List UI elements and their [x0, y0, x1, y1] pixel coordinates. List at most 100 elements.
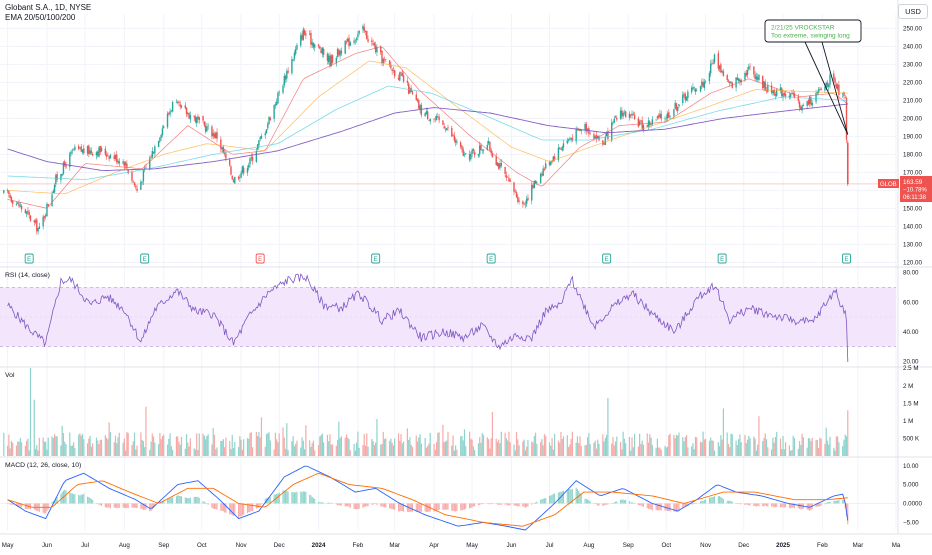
volume-bar[interactable] [98, 444, 99, 456]
candle-body[interactable] [232, 176, 233, 180]
volume-bar[interactable] [762, 441, 763, 456]
volume-bar[interactable] [843, 440, 844, 456]
volume-bar[interactable] [516, 432, 517, 456]
candle-body[interactable] [685, 94, 686, 100]
volume-bar[interactable] [341, 436, 342, 456]
candle-body[interactable] [438, 117, 439, 121]
candle-body[interactable] [426, 111, 427, 114]
candle-body[interactable] [674, 103, 675, 109]
volume-bar[interactable] [282, 427, 283, 456]
candle-body[interactable] [301, 35, 302, 40]
volume-bar[interactable] [313, 441, 314, 456]
candle-body[interactable] [400, 72, 401, 73]
candle-body[interactable] [337, 49, 338, 57]
candle-body[interactable] [383, 59, 384, 63]
candle-body[interactable] [819, 89, 820, 90]
volume-bar[interactable] [741, 442, 742, 456]
volume-bar[interactable] [543, 445, 544, 456]
volume-bar[interactable] [810, 441, 811, 456]
candle-body[interactable] [540, 174, 541, 183]
volume-bar[interactable] [296, 441, 297, 456]
candle-body[interactable] [452, 135, 453, 136]
candle-body[interactable] [394, 70, 395, 76]
candle-body[interactable] [240, 173, 241, 178]
volume-bar[interactable] [416, 436, 417, 456]
volume-bar[interactable] [634, 434, 635, 456]
candle-body[interactable] [820, 89, 821, 90]
candle-body[interactable] [136, 189, 137, 191]
volume-bar[interactable] [305, 425, 306, 456]
volume-bar[interactable] [799, 441, 800, 456]
volume-bar[interactable] [775, 437, 776, 456]
candle-body[interactable] [97, 152, 98, 156]
candle-body[interactable] [353, 41, 354, 43]
volume-bar[interactable] [400, 434, 401, 456]
volume-bar[interactable] [366, 433, 367, 456]
candle-body[interactable] [190, 115, 191, 119]
volume-bar[interactable] [444, 442, 445, 456]
volume-bar[interactable] [616, 437, 617, 456]
candle-body[interactable] [135, 186, 136, 187]
candle-body[interactable] [507, 177, 508, 178]
volume-bar[interactable] [107, 439, 108, 456]
candle-body[interactable] [28, 212, 29, 215]
volume-bar[interactable] [17, 441, 18, 456]
candle-body[interactable] [446, 128, 447, 130]
volume-bar[interactable] [455, 445, 456, 456]
volume-bar[interactable] [159, 433, 160, 456]
candle-body[interactable] [433, 119, 434, 120]
volume-bar[interactable] [43, 438, 44, 456]
volume-bar[interactable] [569, 445, 570, 456]
volume-bar[interactable] [596, 449, 597, 456]
candle-body[interactable] [356, 38, 357, 39]
volume-bar[interactable] [211, 444, 212, 456]
volume-bar[interactable] [260, 437, 261, 456]
volume-bar[interactable] [784, 449, 785, 456]
candle-body[interactable] [318, 45, 319, 47]
candle-body[interactable] [550, 161, 551, 164]
candle-body[interactable] [355, 40, 356, 41]
candle-body[interactable] [595, 136, 596, 138]
volume-bar[interactable] [277, 442, 278, 456]
volume-bar[interactable] [525, 450, 526, 456]
volume-bar[interactable] [464, 429, 465, 456]
volume-bar[interactable] [692, 443, 693, 456]
candle-body[interactable] [79, 148, 80, 149]
candle-body[interactable] [517, 197, 518, 202]
volume-bar[interactable] [456, 450, 457, 456]
earnings-marker[interactable]: E [141, 254, 149, 263]
volume-bar[interactable] [482, 433, 483, 456]
volume-bar[interactable] [367, 447, 368, 456]
candle-body[interactable] [206, 127, 207, 132]
volume-bar[interactable] [763, 438, 764, 456]
volume-bar[interactable] [145, 407, 146, 456]
volume-bar[interactable] [488, 439, 489, 456]
volume-bar[interactable] [473, 446, 474, 456]
candle-body[interactable] [205, 126, 206, 132]
volume-bar[interactable] [91, 447, 92, 456]
candle-body[interactable] [12, 201, 13, 204]
volume-bar[interactable] [667, 447, 668, 456]
candle-body[interactable] [424, 113, 425, 116]
volume-bar[interactable] [729, 447, 730, 456]
volume-bar[interactable] [27, 439, 28, 456]
volume-bar[interactable] [172, 450, 173, 456]
candle-body[interactable] [700, 86, 701, 92]
volume-bar[interactable] [465, 446, 466, 456]
volume-bar[interactable] [100, 440, 101, 456]
candle-body[interactable] [251, 157, 252, 158]
candle-body[interactable] [470, 154, 471, 159]
volume-bar[interactable] [685, 437, 686, 456]
candle-body[interactable] [17, 202, 18, 203]
candle-body[interactable] [56, 174, 57, 180]
candle-body[interactable] [775, 94, 776, 96]
volume-bar[interactable] [711, 440, 712, 456]
candle-body[interactable] [270, 118, 271, 120]
candle-body[interactable] [213, 133, 214, 136]
candle-body[interactable] [631, 113, 632, 115]
candle-body[interactable] [545, 163, 546, 168]
volume-bar[interactable] [648, 442, 649, 456]
candle-body[interactable] [391, 69, 392, 71]
candle-body[interactable] [44, 216, 45, 218]
candle-body[interactable] [27, 211, 28, 213]
